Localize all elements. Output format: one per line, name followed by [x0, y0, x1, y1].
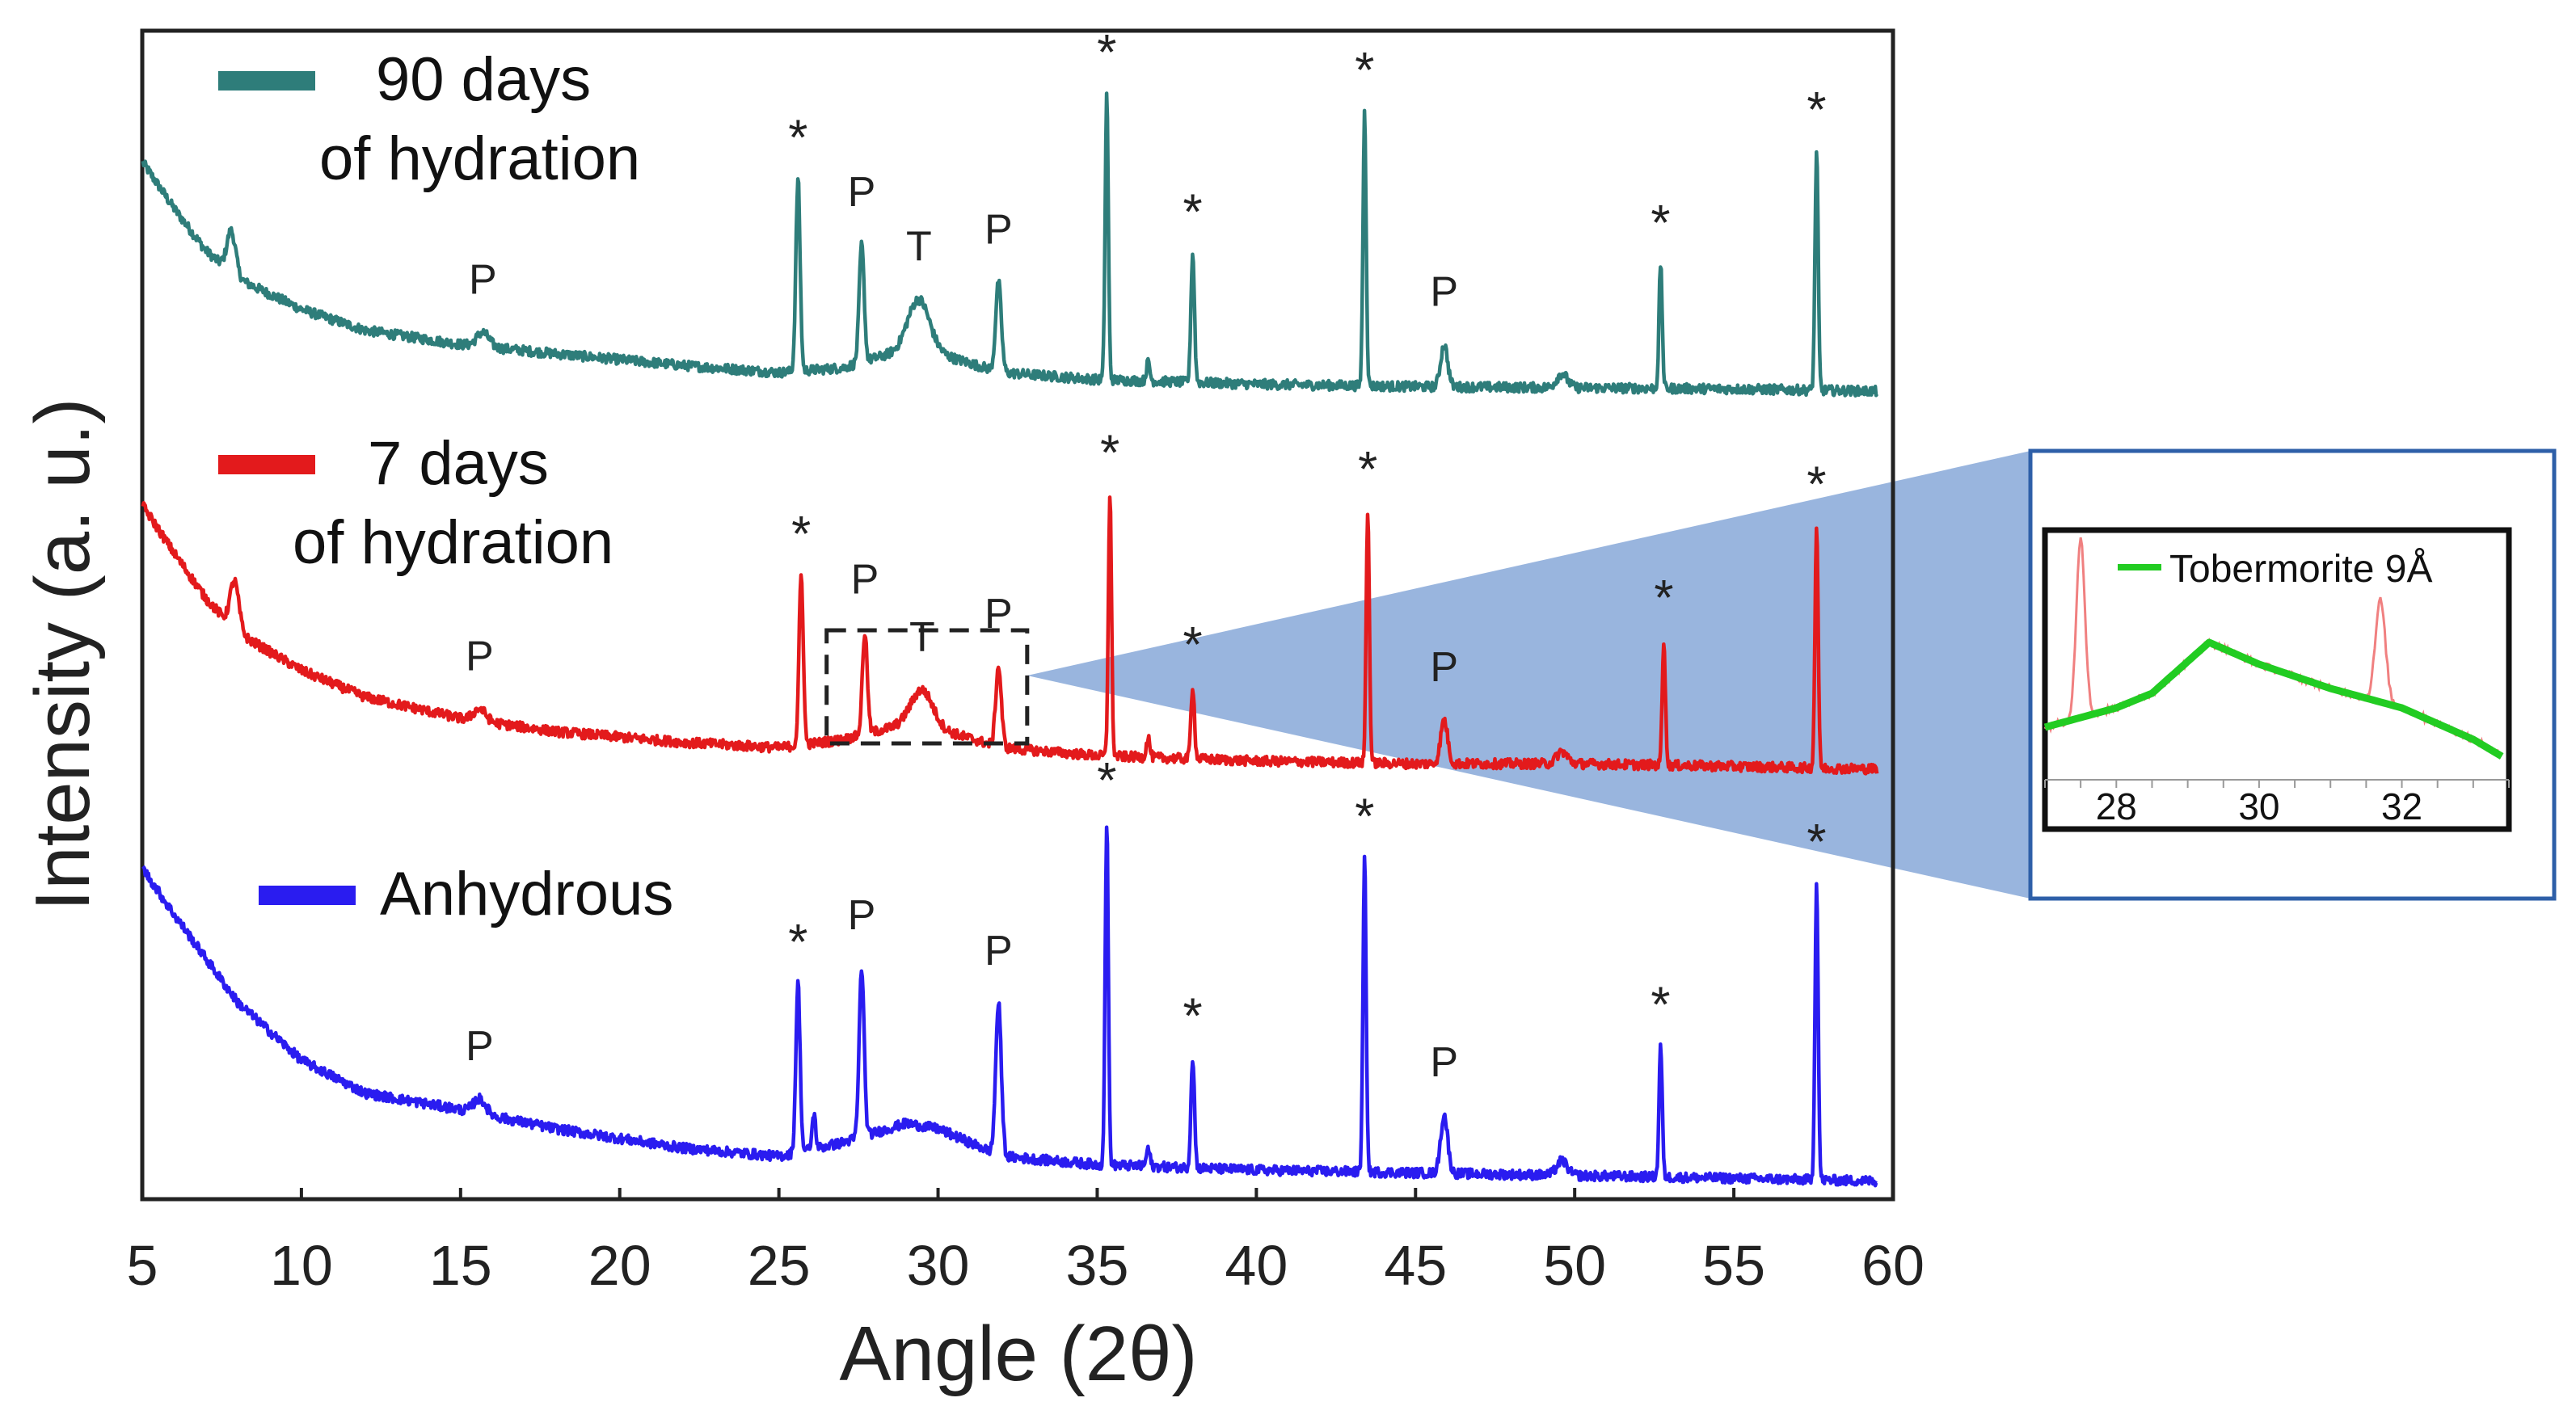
series-line-1	[141, 495, 1879, 776]
x-tick-label: 5	[127, 1234, 158, 1297]
peak-label: *	[1807, 815, 1826, 870]
legend-swatch-1	[218, 455, 315, 474]
peak-label: P	[1430, 269, 1458, 316]
legend-label-0: 90 days	[376, 45, 591, 114]
peak-label: T	[909, 614, 935, 661]
peak-label: *	[788, 915, 807, 970]
peak-label: P	[1430, 1039, 1458, 1086]
peak-label: *	[791, 507, 811, 562]
inset-tick-label: 28	[2096, 785, 2137, 827]
peak-label: P	[848, 169, 876, 216]
x-tick-label: 15	[429, 1234, 492, 1297]
x-tick-label: 50	[1543, 1234, 1606, 1297]
x-tick-label: 40	[1225, 1234, 1288, 1297]
peak-label: *	[1807, 82, 1826, 138]
peak-label: *	[1183, 989, 1203, 1045]
plot-frame	[140, 28, 1895, 1202]
peak-label: P	[984, 928, 1013, 975]
x-tick-label: 30	[907, 1234, 970, 1297]
peak-label: *	[1097, 0, 1116, 8]
peak-label: *	[1097, 753, 1116, 809]
legend-swatch-0	[218, 71, 315, 91]
zoom-wedge	[1027, 451, 2030, 899]
peak-label: P	[466, 633, 494, 680]
peak-label: *	[1651, 196, 1670, 251]
x-tick-label: 60	[1861, 1234, 1925, 1297]
peak-label: *	[1183, 185, 1203, 241]
x-tick-label: 25	[748, 1234, 811, 1297]
peak-label: P	[466, 1023, 494, 1070]
legend-label-1: 7 days	[368, 429, 549, 498]
x-axis-label: Angle (2θ)	[840, 1311, 1198, 1397]
peak-label: *	[1100, 426, 1119, 482]
inset-tick-label: 30	[2238, 785, 2279, 827]
peak-label: *	[1654, 570, 1673, 626]
inset-legend-label: Tobermorite 9Å	[2169, 548, 2432, 591]
x-tick-label: 45	[1384, 1234, 1447, 1297]
peak-label: *	[1651, 978, 1670, 1034]
peak-label: *	[1097, 25, 1116, 81]
legend-sublabel-0: of hydration	[319, 124, 640, 193]
inset-fit-line	[2043, 638, 2504, 760]
inset-plot: 28 30 32	[2043, 537, 2510, 827]
x-tick-label: 10	[270, 1234, 333, 1297]
legend-label-2: Anhydrous	[380, 860, 673, 928]
zoom-region-box	[824, 628, 1030, 746]
peak-label: *	[1183, 617, 1203, 673]
peak-label: P	[984, 207, 1013, 254]
series-layer	[141, 91, 1879, 1188]
peak-label: P	[1430, 644, 1458, 691]
peak-label: P	[469, 257, 497, 304]
peak-label: T	[906, 224, 932, 271]
legend: 90 days of hydration 7 days of hydration Anh…	[218, 45, 673, 928]
x-tick-label: 20	[588, 1234, 651, 1297]
peak-label: *	[1355, 43, 1374, 99]
peak-label: *	[1355, 789, 1374, 845]
peak-label: *	[1807, 457, 1826, 512]
series-line-2	[141, 825, 1878, 1188]
peak-label: *	[788, 111, 807, 166]
x-axis-ticks: 5 10 15 20 25 30 35 40 45 50 55 60	[127, 1188, 1925, 1297]
peak-label: P	[851, 557, 879, 604]
legend-sublabel-1: of hydration	[293, 508, 613, 577]
legend-swatch-2	[259, 886, 356, 905]
inset-tick-label: 32	[2381, 785, 2422, 827]
peak-label: P	[848, 892, 876, 939]
x-tick-label: 35	[1066, 1234, 1129, 1297]
x-tick-label: 55	[1702, 1234, 1765, 1297]
y-axis-label: Intensity (a. u.)	[19, 398, 106, 911]
series-line-0	[141, 91, 1879, 398]
peak-label: *	[1358, 442, 1377, 498]
annotation-layer: P*PTP****P**P*PTP***P**P*PP***P**	[466, 0, 1827, 1086]
